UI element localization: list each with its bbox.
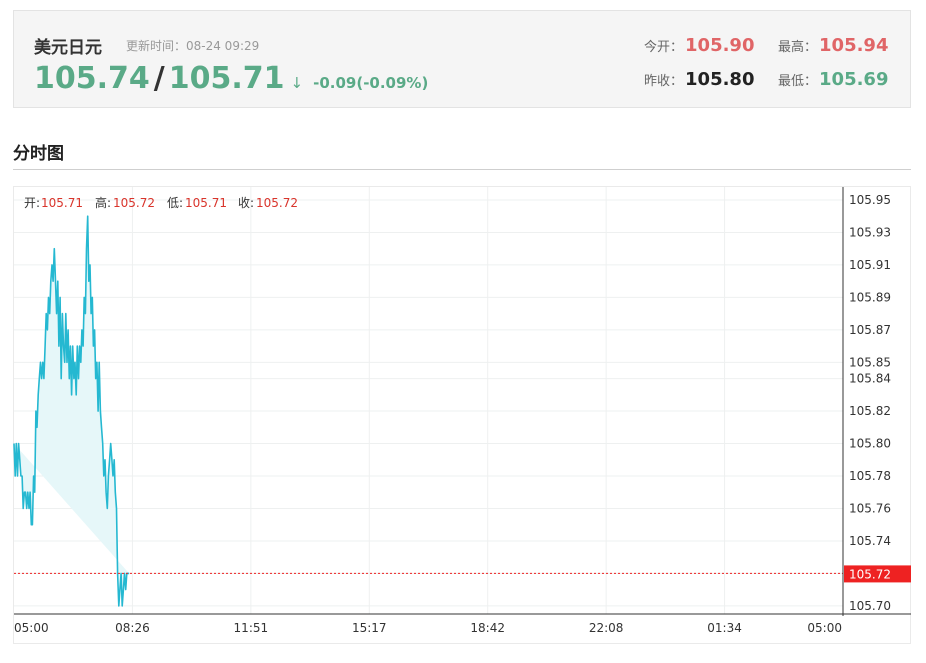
y-tick-label: 105.89 xyxy=(849,290,891,304)
stat-high-label: 最高： xyxy=(778,40,818,55)
stat-open-label: 今开： xyxy=(644,40,684,55)
update-time: 更新时间：08-24 09:29 xyxy=(126,39,260,53)
y-tick-label: 105.95 xyxy=(849,193,891,207)
y-axis-ticks: 105.95 105.93 105.91 105.89 105.87 105.85 105.… xyxy=(849,193,891,613)
info-low-value: 105.71 xyxy=(185,196,227,210)
y-tick-label: 105.84 xyxy=(849,372,891,386)
down-arrow-icon: ↓ xyxy=(290,74,304,92)
bid-price: 105.74 xyxy=(34,61,150,96)
stat-prev-value: 105.80 xyxy=(685,69,755,90)
price-line xyxy=(13,215,130,607)
x-tick-label: 15:17 xyxy=(352,621,387,635)
y-tick-label: 105.93 xyxy=(849,225,891,239)
x-tick-label: 18:42 xyxy=(470,621,505,635)
current-price: 105.74 / 105.71 ↓ -0.09(-0.09%) xyxy=(34,61,428,97)
y-tick-label: 105.76 xyxy=(849,501,891,515)
stat-open-value: 105.90 xyxy=(685,35,755,56)
y-tick-label: 105.91 xyxy=(849,258,891,272)
price-change: -0.09(-0.09%) xyxy=(313,74,429,92)
chart-grid xyxy=(14,187,843,614)
quote-summary-panel: 美元日元 更新时间：08-24 09:29 105.74 / 105.71 ↓ … xyxy=(13,10,911,108)
stat-prev-label: 昨收： xyxy=(644,74,684,89)
x-tick-label: 08:26 xyxy=(115,621,150,635)
stat-open: 今开： 105.90 xyxy=(644,35,754,56)
stat-low-value: 105.69 xyxy=(819,69,889,90)
stat-low-label: 最低： xyxy=(778,74,818,89)
instrument-name: 美元日元 xyxy=(34,38,102,58)
info-high-label: 高: xyxy=(95,195,111,210)
info-high-value: 105.72 xyxy=(113,196,155,210)
ask-price: 105.71 xyxy=(168,61,285,96)
y-tick-label: 105.70 xyxy=(849,599,891,613)
x-axis-ticks: 05:00 08:26 11:51 15:17 18:42 22:08 01:34 05:00 xyxy=(14,621,842,635)
stat-high: 最高： 105.94 xyxy=(778,35,888,56)
info-close-value: 105.72 xyxy=(256,196,298,210)
price-area-fill xyxy=(14,216,130,606)
y-tick-label: 105.85 xyxy=(849,355,891,369)
section-title: 分时图 xyxy=(13,144,64,164)
x-tick-label: 01:34 xyxy=(707,621,742,635)
y-tick-label: 105.74 xyxy=(849,534,891,548)
stat-high-value: 105.94 xyxy=(819,35,889,56)
current-price-tag xyxy=(844,565,911,583)
x-tick-label: 11:51 xyxy=(234,621,269,635)
x-tick-label: 22:08 xyxy=(589,621,624,635)
section-divider xyxy=(13,169,911,170)
chart-ohlc-info: 开: 105.71 高: 105.72 低: 105.71 收: 105.72 xyxy=(24,195,298,210)
info-low-label: 低: xyxy=(167,196,183,210)
stat-prev-close: 昨收： 105.80 xyxy=(644,69,754,90)
info-open-label: 开: xyxy=(24,196,40,210)
price-separator: / xyxy=(153,61,165,96)
info-open-value: 105.71 xyxy=(41,196,83,210)
y-tick-label: 105.78 xyxy=(849,469,891,483)
current-price-tag-label: 105.72 xyxy=(849,567,891,581)
y-tick-label: 105.80 xyxy=(849,437,891,451)
x-tick-label: 05:00 xyxy=(807,621,842,635)
stat-low: 最低： 105.69 xyxy=(778,69,888,90)
y-tick-label: 105.82 xyxy=(849,404,891,418)
x-tick-label: 05:00 xyxy=(14,621,49,635)
intraday-chart-frame xyxy=(13,186,911,644)
info-close-label: 收: xyxy=(238,196,254,210)
y-tick-label: 105.87 xyxy=(849,323,891,337)
